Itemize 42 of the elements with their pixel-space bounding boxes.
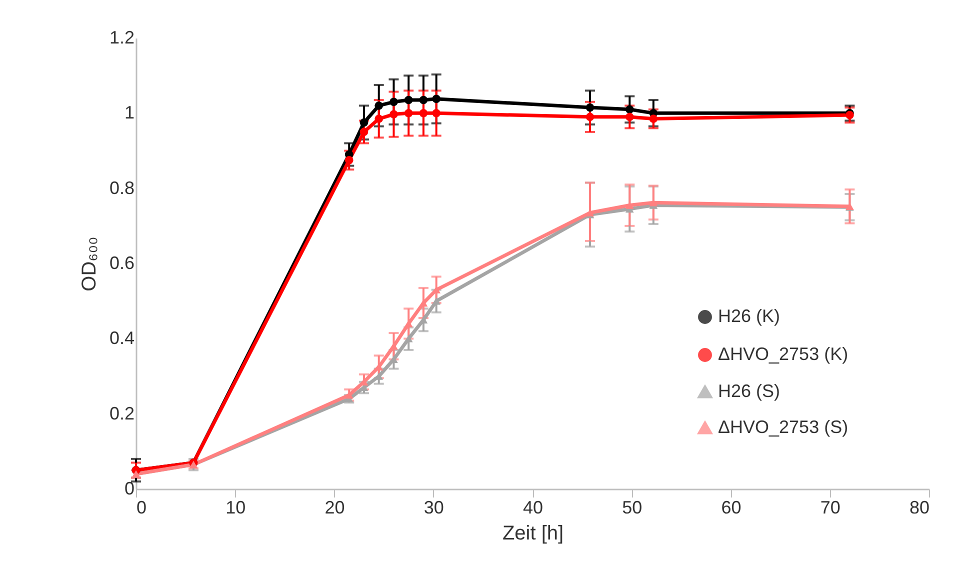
point bbox=[625, 105, 634, 114]
point bbox=[404, 320, 413, 328]
point bbox=[432, 297, 441, 305]
point bbox=[374, 101, 384, 110]
point bbox=[390, 98, 398, 106]
point bbox=[419, 96, 428, 104]
point bbox=[404, 108, 413, 118]
point bbox=[432, 108, 441, 118]
y-tick-label: 0.8 bbox=[109, 178, 134, 198]
y-tick-label: 0 bbox=[124, 478, 134, 498]
legend-label: ΔHVO_2753 (K) bbox=[718, 344, 848, 364]
x-tick-label: 40 bbox=[522, 498, 544, 518]
x-tick-label: 20 bbox=[324, 498, 345, 518]
point bbox=[390, 110, 398, 118]
point bbox=[344, 156, 354, 164]
legend-label: H26 (K) bbox=[718, 306, 780, 326]
y-tick-label: 1.2 bbox=[109, 28, 134, 48]
point bbox=[374, 114, 384, 123]
point bbox=[404, 96, 413, 104]
x-tick-label: 30 bbox=[424, 498, 444, 518]
x-tick-label: 80 bbox=[909, 498, 930, 518]
x-tick-label: 0 bbox=[136, 498, 147, 518]
point bbox=[419, 108, 428, 118]
y-axis-title: OD₆₀₀ bbox=[78, 236, 100, 292]
point bbox=[649, 114, 658, 123]
y-tick-label: 0.6 bbox=[109, 253, 134, 273]
legend-label: ΔHVO_2753 (S) bbox=[718, 417, 848, 437]
point bbox=[586, 103, 594, 112]
x-tick-label: 10 bbox=[226, 498, 246, 518]
point bbox=[432, 94, 441, 104]
legend-label: H26 (S) bbox=[718, 381, 780, 401]
x-tick-label: 70 bbox=[820, 498, 840, 518]
point bbox=[360, 128, 368, 136]
point bbox=[625, 112, 634, 122]
x-tick-label: 60 bbox=[721, 498, 742, 518]
x-axis-title: Zeit [h] bbox=[502, 522, 564, 544]
y-tick-label: 0.4 bbox=[109, 328, 134, 348]
y-tick-label: 0.2 bbox=[109, 403, 134, 424]
y-tick-label: 1 bbox=[124, 102, 134, 123]
x-tick-label: 50 bbox=[622, 498, 642, 518]
point bbox=[360, 118, 368, 127]
point bbox=[586, 112, 594, 122]
